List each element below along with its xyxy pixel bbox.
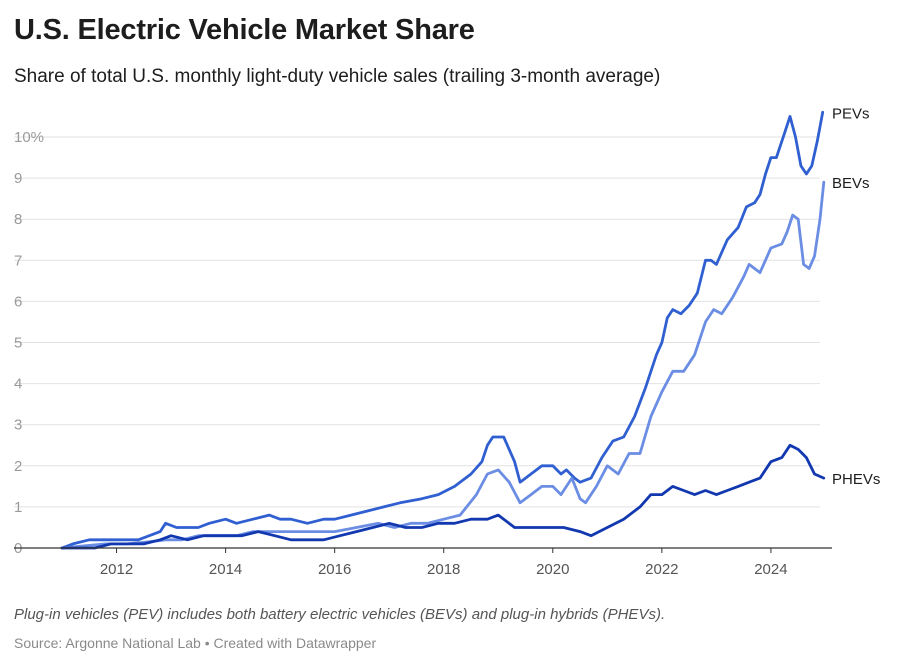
series-line-pevs — [60, 110, 825, 550]
x-tick-label: 2024 — [754, 561, 787, 578]
y-tick-label: 10% — [14, 129, 44, 146]
line-chart: 012345678910%201220142016201820202022202… — [14, 105, 880, 578]
y-tick-label: 8 — [14, 211, 22, 228]
y-tick-label: 9 — [14, 170, 22, 187]
series-line-phevs — [60, 443, 826, 550]
series-label-bevs: BEVs — [832, 175, 870, 192]
chart-subtitle: Share of total U.S. monthly light-duty v… — [14, 66, 661, 87]
y-tick-label: 5 — [14, 335, 22, 352]
x-tick-label: 2014 — [209, 561, 242, 578]
y-tick-label: 1 — [14, 499, 22, 516]
x-tick-label: 2022 — [645, 561, 678, 578]
y-tick-label: 4 — [14, 376, 22, 393]
chart-note: Plug-in vehicles (PEV) includes both bat… — [14, 606, 666, 623]
x-tick-label: 2020 — [536, 561, 569, 578]
y-tick-label: 7 — [14, 252, 22, 269]
x-tick-label: 2018 — [427, 561, 460, 578]
y-tick-label: 2 — [14, 458, 22, 475]
y-tick-label: 3 — [14, 417, 22, 434]
series-label-phevs: PHEVs — [832, 471, 880, 488]
chart-source: Source: Argonne National Lab • Created w… — [14, 635, 377, 651]
y-tick-label: 6 — [14, 293, 22, 310]
chart-title: U.S. Electric Vehicle Market Share — [14, 14, 475, 46]
x-tick-label: 2016 — [318, 561, 351, 578]
x-tick-label: 2012 — [100, 561, 133, 578]
series-label-pevs: PEVs — [832, 105, 870, 122]
